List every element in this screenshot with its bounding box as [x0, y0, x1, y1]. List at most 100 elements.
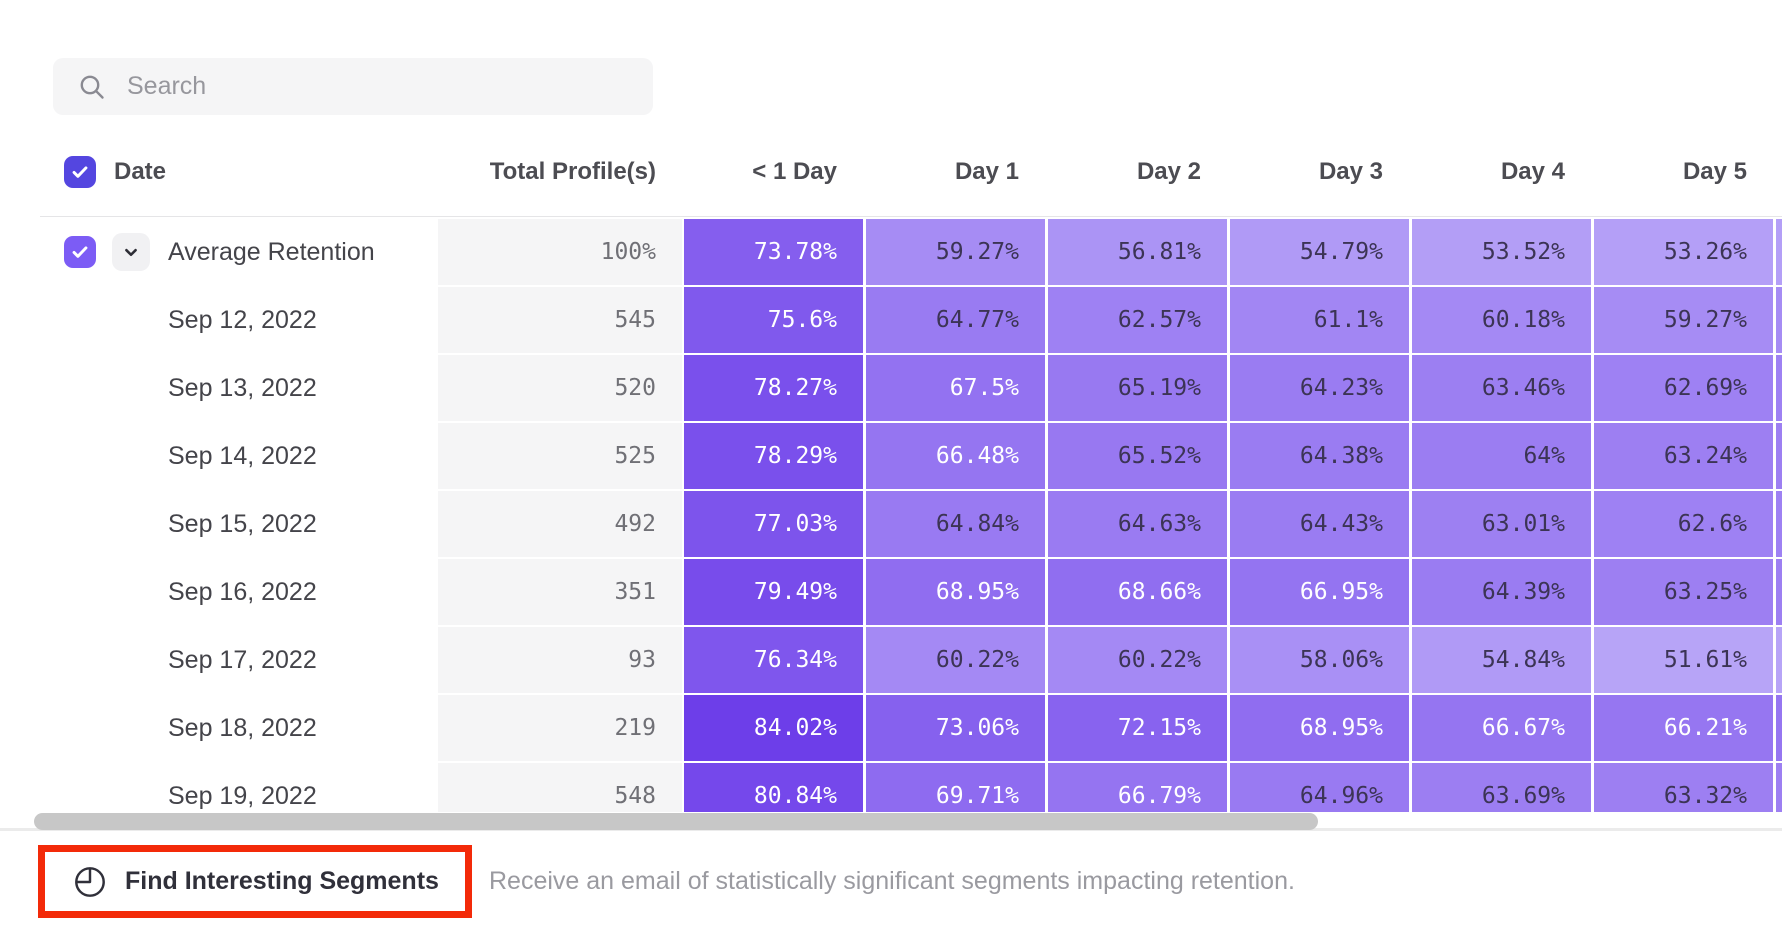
retention-cell[interactable]: 64.96% [1230, 763, 1409, 812]
retention-cell[interactable]: 64.63% [1048, 491, 1227, 557]
retention-cell[interactable]: 66.67% [1412, 695, 1591, 761]
row-label-cell: Sep 17, 2022 [0, 627, 438, 693]
retention-cell[interactable]: 63.25% [1594, 559, 1773, 625]
clipped-next-column-sliver [1776, 287, 1782, 353]
retention-cell[interactable]: 66.48% [866, 423, 1045, 489]
retention-cell[interactable]: 63.46% [1412, 355, 1591, 421]
column-header-day4: Day 4 [1500, 158, 1565, 185]
retention-cell[interactable]: 64.84% [866, 491, 1045, 557]
clipped-next-column-sliver [1776, 423, 1782, 489]
total-profiles-cell: 219 [438, 695, 682, 761]
retention-cell[interactable]: 63.32% [1594, 763, 1773, 812]
retention-cell[interactable]: 63.69% [1412, 763, 1591, 812]
find-interesting-segments-label: Find Interesting Segments [125, 867, 439, 895]
row-label-cell: Sep 14, 2022 [0, 423, 438, 489]
row-label-date: Sep 17, 2022 [168, 646, 317, 674]
row-label-date: Sep 13, 2022 [168, 374, 317, 402]
retention-cell[interactable]: 67.5% [866, 355, 1045, 421]
retention-cell[interactable]: 77.03% [684, 491, 863, 557]
chevron-down-icon [125, 248, 137, 257]
retention-cell[interactable]: 68.95% [1230, 695, 1409, 761]
clipped-next-column-sliver [1776, 559, 1782, 625]
retention-cell[interactable]: 78.27% [684, 355, 863, 421]
segment-icon [75, 866, 105, 897]
retention-cell[interactable]: 58.06% [1230, 627, 1409, 693]
retention-cell[interactable]: 66.95% [1230, 559, 1409, 625]
retention-cell[interactable]: 68.66% [1048, 559, 1227, 625]
retention-cell[interactable]: 78.29% [684, 423, 863, 489]
retention-cell[interactable]: 72.15% [1048, 695, 1227, 761]
horizontal-scrollbar-thumb[interactable] [34, 813, 1318, 830]
retention-cell[interactable]: 59.27% [1594, 287, 1773, 353]
retention-cell[interactable]: 64.38% [1230, 423, 1409, 489]
retention-cell[interactable]: 61.1% [1230, 287, 1409, 353]
clipped-next-column-sliver [1776, 219, 1782, 285]
retention-cell[interactable]: 64.23% [1230, 355, 1409, 421]
total-profiles-cell: 351 [438, 559, 682, 625]
retention-cell[interactable]: 59.27% [866, 219, 1045, 285]
select-all-checkbox[interactable] [64, 156, 96, 188]
retention-cell[interactable]: 53.26% [1594, 219, 1773, 285]
row-label-cell: Sep 18, 2022 [0, 695, 438, 761]
total-profiles-cell: 545 [438, 287, 682, 353]
total-profiles-cell: 525 [438, 423, 682, 489]
table-row: Sep 14, 2022 525 78.29% 66.48% 65.52% 64.38% 6… [0, 423, 1782, 489]
retention-cell[interactable]: 65.19% [1048, 355, 1227, 421]
row-label-cell: Sep 15, 2022 [0, 491, 438, 557]
retention-cell[interactable]: 56.81% [1048, 219, 1227, 285]
retention-cell[interactable]: 65.52% [1048, 423, 1227, 489]
row-label-cell: Sep 13, 2022 [0, 355, 438, 421]
retention-cell[interactable]: 62.69% [1594, 355, 1773, 421]
table-row: Sep 13, 2022 520 78.27% 67.5% 65.19% 64.23% 63… [0, 355, 1782, 421]
row-label-date: Sep 14, 2022 [168, 442, 317, 470]
retention-cell[interactable]: 64.43% [1230, 491, 1409, 557]
column-header-day5: Day 5 [1682, 158, 1747, 185]
retention-cell[interactable]: 80.84% [684, 763, 863, 812]
retention-cell[interactable]: 60.18% [1412, 287, 1591, 353]
retention-cell[interactable]: 51.61% [1594, 627, 1773, 693]
retention-cell[interactable]: 69.71% [866, 763, 1045, 812]
retention-cell[interactable]: 66.79% [1048, 763, 1227, 812]
expand-collapse-button[interactable] [112, 233, 150, 271]
row-label-cell: Average Retention [0, 219, 438, 285]
retention-table-body: Average Retention 100% 73.78% 59.27% 56.81% 5… [0, 219, 1782, 812]
table-row: Sep 18, 2022 219 84.02% 73.06% 72.15% 68.95% 6… [0, 695, 1782, 761]
retention-cell[interactable]: 60.22% [866, 627, 1045, 693]
search-input[interactable] [125, 71, 653, 102]
retention-cell[interactable]: 84.02% [684, 695, 863, 761]
retention-cell[interactable]: 73.06% [866, 695, 1045, 761]
column-header-lt1day: < 1 Day [752, 158, 837, 185]
find-interesting-segments-button[interactable]: Find Interesting Segments [73, 865, 439, 899]
retention-cell[interactable]: 54.84% [1412, 627, 1591, 693]
clipped-next-column-sliver [1776, 695, 1782, 761]
retention-cell[interactable]: 60.22% [1048, 627, 1227, 693]
retention-cell[interactable]: 54.79% [1230, 219, 1409, 285]
table-row: Sep 15, 2022 492 77.03% 64.84% 64.63% 64.43% 6… [0, 491, 1782, 557]
retention-cell[interactable]: 68.95% [866, 559, 1045, 625]
retention-cell[interactable]: 73.78% [684, 219, 863, 285]
retention-cell[interactable]: 64.77% [866, 287, 1045, 353]
retention-cell[interactable]: 62.57% [1048, 287, 1227, 353]
row-label-date: Sep 16, 2022 [168, 578, 317, 606]
retention-cell[interactable]: 63.01% [1412, 491, 1591, 557]
column-header-date: Date [114, 158, 167, 185]
retention-cell[interactable]: 66.21% [1594, 695, 1773, 761]
total-profiles-cell: 520 [438, 355, 682, 421]
retention-cell[interactable]: 63.24% [1594, 423, 1773, 489]
column-header-day2: Day 2 [1136, 158, 1201, 185]
total-profiles-cell: 93 [438, 627, 682, 693]
row-label-date: Sep 18, 2022 [168, 714, 317, 742]
retention-cell[interactable]: 75.6% [684, 287, 863, 353]
row-checkbox[interactable] [64, 236, 96, 268]
retention-cell[interactable]: 53.52% [1412, 219, 1591, 285]
retention-cell[interactable]: 64.39% [1412, 559, 1591, 625]
column-header-total-profiles: Total Profile(s) [489, 158, 656, 185]
table-row: Sep 19, 2022 548 80.84% 69.71% 66.79% 64.96% 6… [0, 763, 1782, 812]
retention-cell[interactable]: 62.6% [1594, 491, 1773, 557]
clipped-next-column-sliver [1776, 763, 1782, 812]
column-header-day3: Day 3 [1318, 158, 1383, 185]
retention-cell[interactable]: 64% [1412, 423, 1591, 489]
retention-cell[interactable]: 76.34% [684, 627, 863, 693]
retention-cell[interactable]: 79.49% [684, 559, 863, 625]
